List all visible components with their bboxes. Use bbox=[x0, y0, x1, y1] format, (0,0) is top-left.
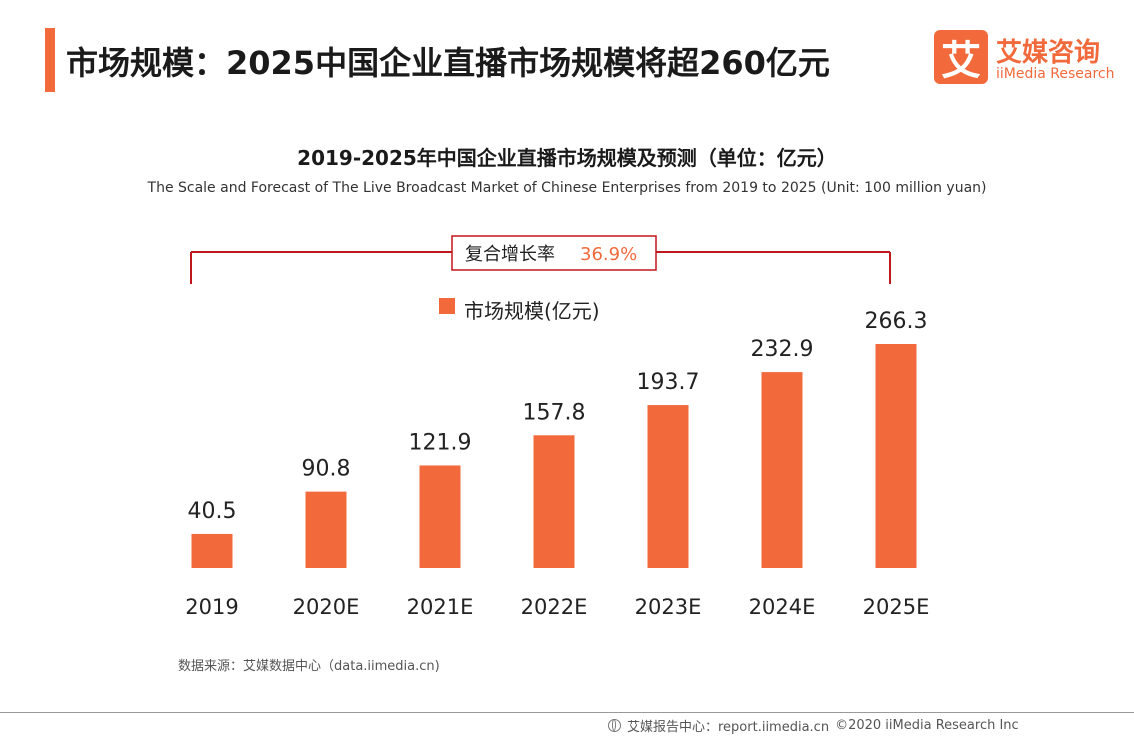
legend-label: 市场规模(亿元) bbox=[464, 299, 600, 323]
logo-name-cn: 艾媒咨询 bbox=[996, 38, 1101, 68]
cagr-label: 复合增长率 bbox=[465, 244, 555, 265]
x-tick-label-2025E: 2025E bbox=[863, 595, 930, 619]
cagr-value: 36.9% bbox=[580, 244, 637, 265]
data-label-2021E: 121.9 bbox=[409, 430, 472, 455]
chart-subtitle: The Scale and Forecast of The Live Broad… bbox=[147, 180, 987, 196]
iimedia-logo: 艾 艾媒咨询 iiMedia Research bbox=[934, 30, 1124, 90]
footer: 艾媒报告中心：report.iimedia.cn ©2020 iiMedia R… bbox=[608, 716, 1019, 735]
data-label-2022E: 157.8 bbox=[523, 400, 586, 425]
bar-2025E bbox=[875, 344, 917, 568]
chart-title: 2019-2025年中国企业直播市场规模及预测（单位：亿元） bbox=[297, 146, 837, 170]
footer-report-center: 艾媒报告中心：report.iimedia.cn bbox=[627, 720, 830, 735]
data-label-2025E: 266.3 bbox=[865, 309, 928, 334]
title-accent-bar bbox=[45, 28, 55, 92]
x-tick-label-2023E: 2023E bbox=[635, 595, 702, 619]
bar-2024E bbox=[761, 372, 803, 568]
bar-2019 bbox=[191, 533, 233, 568]
logo-mark: 艾 bbox=[934, 30, 988, 84]
logo-name-en: iiMedia Research bbox=[996, 66, 1115, 82]
data-source: 数据来源：艾媒数据中心（data.iimedia.cn) bbox=[178, 659, 440, 674]
bar-2023E bbox=[647, 405, 689, 568]
x-tick-label-2021E: 2021E bbox=[407, 595, 474, 619]
data-label-2019: 40.5 bbox=[188, 499, 237, 524]
x-tick-label-2020E: 2020E bbox=[293, 595, 360, 619]
x-tick-label-2024E: 2024E bbox=[749, 595, 816, 619]
page-title: 市场规模：2025中国企业直播市场规模将超260亿元 bbox=[66, 44, 830, 82]
bar-2022E bbox=[533, 435, 575, 568]
footer-divider bbox=[0, 712, 1134, 713]
bar-2021E bbox=[419, 465, 461, 568]
globe-icon bbox=[608, 719, 621, 732]
bar-2020E bbox=[305, 491, 347, 568]
data-label-2023E: 193.7 bbox=[637, 370, 700, 395]
data-label-2020E: 90.8 bbox=[302, 457, 351, 482]
cagr-box bbox=[451, 235, 657, 271]
footer-copyright: ©2020 iiMedia Research Inc bbox=[835, 718, 1019, 733]
data-label-2024E: 232.9 bbox=[751, 337, 814, 362]
x-tick-label-2019: 2019 bbox=[185, 595, 238, 619]
legend-swatch bbox=[439, 298, 455, 314]
x-tick-label-2022E: 2022E bbox=[521, 595, 588, 619]
